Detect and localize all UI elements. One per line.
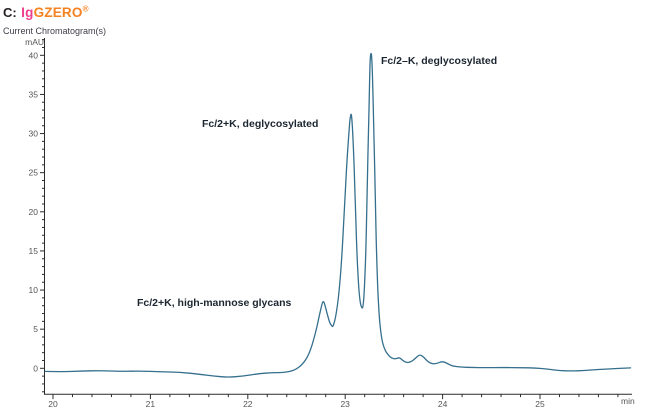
brand-part-ig: Ig [21, 5, 34, 20]
y-axis: 0 5 10 15 20 25 30 35 40 [29, 39, 45, 393]
y-tick-label-40: 40 [29, 50, 39, 60]
y-tick-label-0: 0 [33, 363, 38, 373]
x-tick-label-22: 22 [243, 399, 253, 409]
y-tick-label-5: 5 [33, 324, 38, 334]
y-tick-label-10: 10 [29, 285, 39, 295]
registered-mark: ® [82, 4, 89, 14]
chromatogram-subtitle: Current Chromatogram(s) [3, 26, 107, 36]
x-tick-label-25: 25 [535, 399, 545, 409]
x-tick-label-23: 23 [340, 399, 350, 409]
x-tick-label-21: 21 [146, 399, 156, 409]
axis-lines [44, 38, 632, 395]
brand-part-gzero: GZERO [33, 5, 83, 20]
peak-label-fc2-minus-k-deglycosylated: Fc/2–K, deglycosylated [381, 55, 498, 67]
x-tick-label-24: 24 [438, 399, 448, 409]
chromatogram-trace [44, 52, 632, 378]
brand-logo: IgGZERO® [21, 4, 89, 21]
y-tick-label-15: 15 [29, 246, 39, 256]
y-tick-label-30: 30 [29, 129, 39, 139]
peak-label-fc2-plus-k-high-mannose: Fc/2+K, high-mannose glycans [137, 297, 292, 309]
x-axis-unit-label: min [621, 396, 635, 406]
y-axis-unit-label: mAU [25, 37, 44, 47]
y-tick-label-35: 35 [29, 89, 39, 99]
peak-label-fc2-plus-k-deglycosylated: Fc/2+K, deglycosylated [202, 118, 319, 130]
chart-header: C: IgGZERO® [3, 4, 89, 22]
y-tick-label-20: 20 [29, 207, 39, 217]
axes [44, 38, 632, 395]
x-axis: 20 21 22 23 24 25 [48, 394, 619, 409]
y-tick-label-25: 25 [29, 168, 39, 178]
panel-label: C: [3, 5, 17, 20]
x-tick-label-20: 20 [48, 399, 58, 409]
